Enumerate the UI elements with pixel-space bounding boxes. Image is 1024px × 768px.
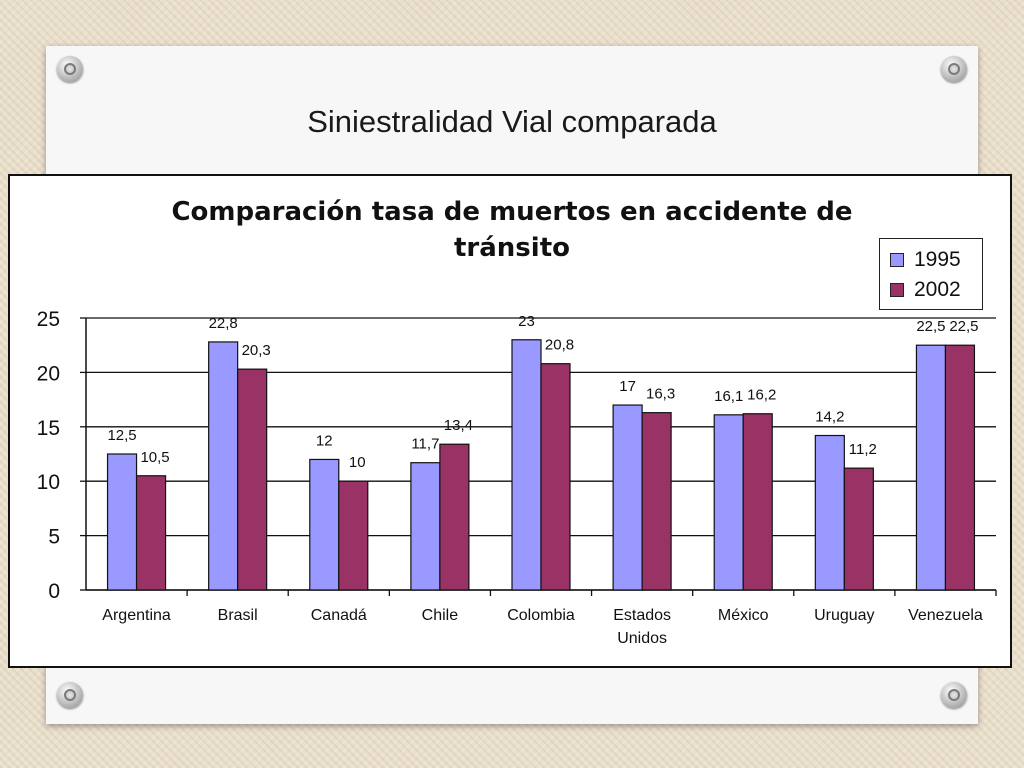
bar-2002-4 — [540, 363, 571, 591]
legend-label-1995: 1995 — [914, 248, 961, 271]
x-tick-label: Argentina — [102, 607, 171, 624]
screw-icon — [941, 682, 967, 708]
data-label: 12,5 — [107, 427, 136, 444]
data-label: 22,5 — [949, 318, 978, 335]
data-label: 17 — [619, 378, 636, 395]
bar-1995-5 — [612, 404, 643, 591]
y-tick-label: 25 — [37, 308, 60, 331]
bar-2002-5 — [641, 412, 672, 591]
legend-label-2002: 2002 — [914, 278, 961, 301]
x-tick-label: Estados — [613, 607, 671, 624]
bar-1995-8 — [915, 344, 947, 591]
screw-icon — [941, 56, 967, 82]
bar-2002-7 — [843, 467, 874, 591]
x-tick-label: Colombia — [507, 607, 575, 624]
y-tick-label: 10 — [37, 471, 60, 494]
bar-1995-0 — [106, 453, 138, 591]
x-tick-label: México — [718, 607, 769, 624]
chart-title: Comparación tasa de muertos en accidente… — [171, 197, 852, 227]
y-tick-label: 5 — [48, 526, 60, 549]
x-tick-label: Canadá — [311, 607, 367, 624]
data-label: 10 — [349, 454, 366, 471]
x-tick-label: Uruguay — [814, 607, 874, 624]
screw-icon — [57, 56, 83, 82]
bar-1995-2 — [309, 458, 340, 591]
bar-1995-7 — [814, 434, 845, 591]
data-label: 16,2 — [747, 387, 776, 404]
legend-item-1995: 1995 — [890, 247, 961, 273]
legend-item-2002: 2002 — [890, 277, 961, 303]
x-tick-label: Venezuela — [908, 607, 983, 624]
data-label: 20,8 — [545, 337, 574, 354]
data-label: 16,3 — [646, 386, 675, 403]
data-label: 12 — [316, 432, 333, 449]
x-tick-label: Brasil — [218, 607, 258, 624]
legend-swatch-2002 — [890, 283, 904, 297]
x-tick-label: Unidos — [617, 630, 667, 647]
screw-icon — [57, 682, 83, 708]
data-label: 22,5 — [916, 318, 945, 335]
data-label: 11,2 — [849, 441, 877, 458]
bar-2002-2 — [338, 480, 369, 591]
data-label: 23 — [518, 313, 535, 330]
bar-1995-1 — [208, 341, 239, 591]
bar-1995-4 — [511, 339, 542, 591]
y-tick-label: 0 — [48, 580, 60, 603]
data-label: 10,5 — [140, 449, 169, 466]
y-tick-label: 15 — [37, 417, 60, 440]
y-tick-label: 20 — [37, 362, 60, 385]
slide-title: Siniestralidad Vial comparada — [307, 104, 717, 139]
x-tick-label: Chile — [422, 607, 459, 624]
bar-2002-1 — [237, 368, 268, 591]
chart-legend: 1995 2002 — [879, 238, 983, 310]
bar-1995-6 — [713, 414, 744, 591]
data-label: 20,3 — [242, 342, 271, 359]
data-label: 11,7 — [411, 436, 439, 453]
data-label: 16,1 — [714, 388, 743, 405]
bar-2002-8 — [944, 344, 976, 591]
legend-swatch-1995 — [890, 253, 904, 267]
data-label: 14,2 — [815, 409, 844, 426]
bar-1995-3 — [410, 462, 441, 591]
bar-2002-3 — [439, 443, 470, 591]
chart-title: tránsito — [454, 233, 570, 263]
bar-2002-6 — [742, 413, 773, 591]
data-label: 13,4 — [444, 417, 473, 434]
data-label: 22,8 — [209, 315, 238, 332]
bar-2002-0 — [135, 475, 167, 591]
